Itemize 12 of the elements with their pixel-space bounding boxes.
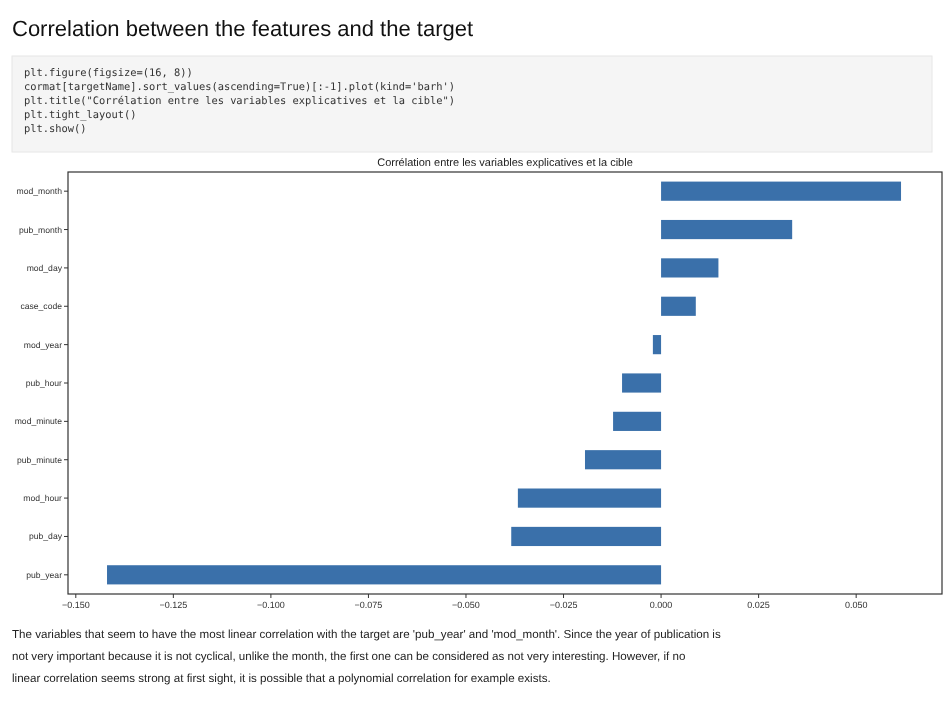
bar bbox=[622, 373, 662, 393]
chart-title: Correlation between the features and the target bbox=[12, 18, 474, 42]
bar bbox=[652, 335, 662, 355]
bar bbox=[517, 488, 662, 508]
bar bbox=[661, 258, 719, 278]
bar bbox=[613, 411, 662, 431]
bar bbox=[511, 526, 662, 547]
bar bbox=[661, 219, 793, 240]
bar bbox=[661, 181, 902, 201]
bar bbox=[107, 565, 662, 585]
bar bbox=[661, 296, 696, 316]
bar bbox=[584, 450, 662, 470]
